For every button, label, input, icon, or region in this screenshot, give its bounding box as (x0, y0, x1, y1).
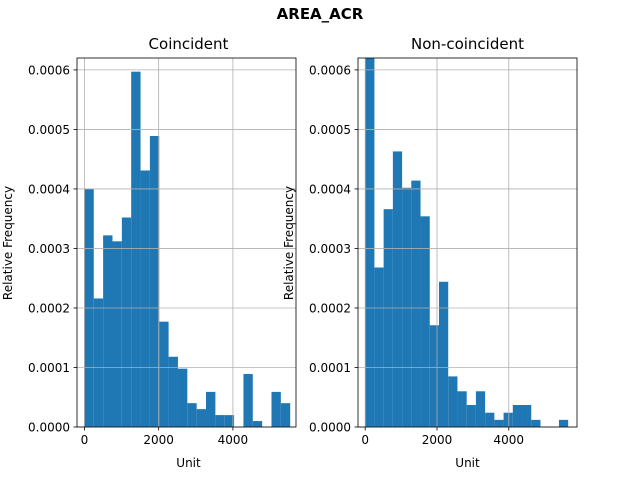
non-coincident-y-tick-label: 0.0001 (309, 361, 351, 375)
coincident-bar (140, 170, 150, 427)
coincident-bar (121, 217, 132, 427)
non-coincident-bar (503, 412, 513, 427)
non-coincident-x-axis-label: Unit (455, 456, 480, 470)
coincident-panel: Coincident Unit Relative Frequency 0 2000… (1, 35, 297, 470)
non-coincident-y-tick-label: 0.0000 (309, 421, 351, 435)
coincident-x-tick-label: 4000 (218, 433, 249, 447)
coincident-x-axis-label: Unit (176, 456, 201, 470)
coincident-bar (280, 403, 291, 427)
coincident-bar (271, 391, 281, 427)
non-coincident-y-axis-label: Relative Frequency (282, 186, 296, 300)
non-coincident-bar (475, 391, 486, 427)
non-coincident-y-tick-label: 0.0004 (309, 182, 351, 196)
coincident-bar (177, 368, 188, 427)
coincident-y-tick-label: 0.0000 (28, 421, 70, 435)
non-coincident-title: Non-coincident (411, 35, 524, 53)
coincident-axes-frame (76, 57, 297, 428)
coincident-x-tick-label: 2000 (143, 433, 174, 447)
non-coincident-bar (558, 419, 569, 427)
coincident-bar (112, 241, 122, 427)
coincident-bar (224, 415, 235, 427)
non-coincident-bar (402, 187, 412, 427)
non-coincident-y-tick-label: 0.0005 (309, 123, 351, 137)
non-coincident-bar (485, 412, 495, 427)
coincident-bar (187, 403, 197, 427)
non-coincident-bar (374, 267, 384, 427)
non-coincident-bar (494, 419, 504, 427)
non-coincident-bar (420, 216, 430, 427)
coincident-y-tick-label: 0.0001 (28, 361, 70, 375)
coincident-bar (93, 298, 104, 427)
coincident-bar (206, 391, 216, 427)
coincident-bar (168, 356, 178, 427)
coincident-y-tick-label: 0.0005 (28, 123, 70, 137)
coincident-bars (84, 71, 291, 427)
coincident-x-tick-label: 0 (81, 433, 89, 447)
non-coincident-bar (457, 391, 467, 427)
coincident-bar (243, 374, 253, 427)
coincident-bar (159, 321, 169, 427)
non-coincident-bars (365, 58, 569, 427)
figure-title: AREA_ACR (277, 5, 364, 23)
non-coincident-bar (448, 376, 458, 427)
non-coincident-bar (429, 325, 439, 427)
coincident-bar (103, 235, 113, 427)
non-coincident-bar (392, 151, 403, 427)
coincident-bar (131, 71, 141, 427)
non-coincident-x-tick-label: 2000 (422, 433, 453, 447)
coincident-y-axis-label: Relative Frequency (1, 186, 15, 300)
non-coincident-x-tick-label: 0 (361, 433, 369, 447)
non-coincident-y-tick-label: 0.0002 (309, 301, 351, 315)
non-coincident-bar (531, 419, 541, 427)
coincident-bar (149, 135, 160, 427)
non-coincident-bar (383, 209, 393, 427)
non-coincident-y-tick-label: 0.0006 (309, 63, 351, 77)
non-coincident-x-tick-label: 4000 (494, 433, 525, 447)
coincident-title: Coincident (149, 35, 229, 53)
coincident-y-tick-label: 0.0004 (28, 182, 70, 196)
coincident-y-tick-label: 0.0002 (28, 301, 70, 315)
non-coincident-bar (438, 281, 449, 427)
non-coincident-panel: Non-coincident Unit Relative Frequency 0… (282, 35, 578, 470)
coincident-bar (196, 409, 207, 427)
non-coincident-y-tick-label: 0.0003 (309, 242, 351, 256)
non-coincident-grid (358, 58, 577, 428)
non-coincident-axes-frame (357, 57, 578, 428)
non-coincident-bar (411, 180, 421, 427)
coincident-y-tick-label: 0.0003 (28, 242, 70, 256)
coincident-bar (215, 415, 225, 427)
non-coincident-bar (512, 404, 523, 427)
coincident-y-tick-label: 0.0006 (28, 63, 70, 77)
non-coincident-bar (466, 404, 476, 427)
non-coincident-bar (522, 404, 532, 427)
coincident-bar (252, 421, 263, 427)
non-coincident-bar (365, 58, 375, 427)
